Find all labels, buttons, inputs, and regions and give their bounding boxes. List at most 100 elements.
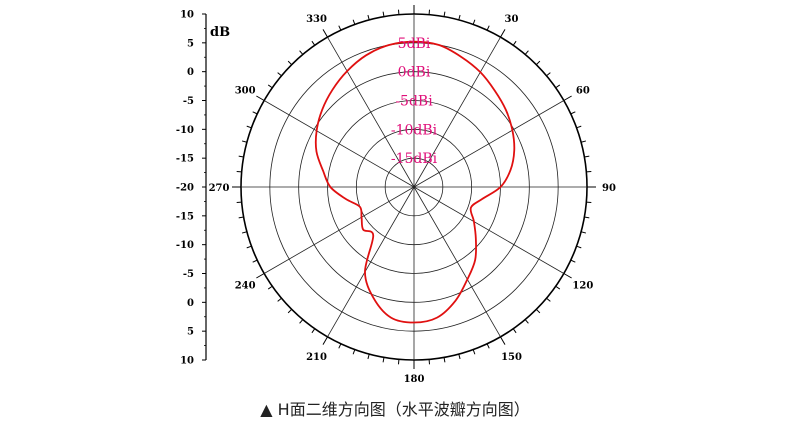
angle-label: 270 — [209, 183, 230, 194]
angle-tick — [458, 14, 461, 21]
radial-axis-label: -10 — [176, 240, 194, 251]
radial-axis-label: 0 — [187, 67, 194, 78]
radial-axis-label: -15 — [176, 154, 194, 165]
angle-tick — [322, 336, 328, 345]
angle-tick — [322, 29, 328, 38]
angle-label: 300 — [235, 86, 256, 97]
radial-axis-label: 5 — [187, 38, 194, 49]
angle-tick — [352, 349, 356, 355]
angle-tick — [486, 343, 490, 349]
angle-tick — [338, 343, 342, 349]
angle-tick — [443, 11, 446, 17]
grid-spoke — [263, 186, 415, 274]
grid-spoke — [413, 186, 501, 338]
angle-tick — [246, 125, 252, 129]
angle-tick — [299, 50, 304, 55]
angle-tick — [563, 273, 572, 279]
angle-tick — [287, 308, 293, 314]
angle-tick — [486, 25, 490, 31]
angle-tick — [524, 319, 529, 324]
angle-tick — [576, 245, 582, 249]
polar-grid — [232, 5, 596, 369]
angle-tick — [576, 125, 582, 129]
grid-spoke — [413, 36, 501, 188]
angle-tick — [570, 111, 576, 115]
angle-label: 180 — [404, 374, 425, 385]
angle-tick — [252, 259, 258, 263]
ring-label: -10dBi — [391, 122, 438, 138]
series-layer — [314, 40, 516, 324]
ring-label: -5dBi — [395, 94, 433, 110]
angle-tick — [546, 72, 551, 77]
angle-tick — [555, 285, 561, 290]
angle-tick — [512, 328, 517, 334]
angle-tick — [246, 245, 252, 249]
angle-tick — [367, 14, 370, 21]
angle-tick — [338, 25, 342, 31]
radial-axis-label: 5 — [187, 327, 194, 338]
angle-tick — [500, 336, 506, 345]
angle-label: 90 — [602, 183, 616, 194]
angle-tick — [382, 357, 385, 363]
angle-tick — [256, 273, 265, 279]
ring-label: -15dBi — [391, 151, 438, 167]
angle-tick — [472, 349, 476, 355]
angle-label: 150 — [501, 352, 522, 363]
angle-label: 240 — [235, 281, 256, 292]
angle-tick — [546, 297, 551, 302]
angle-label: 60 — [576, 86, 590, 97]
angle-tick — [535, 60, 541, 66]
angle-tick — [311, 328, 316, 334]
angle-tick — [299, 319, 304, 324]
angle-tick — [256, 95, 265, 101]
radial-axis-label: -15 — [176, 211, 194, 222]
angle-tick — [584, 216, 590, 219]
grid-spoke — [327, 186, 415, 338]
angle-tick — [241, 231, 248, 234]
angle-tick — [352, 19, 356, 25]
angle-tick — [277, 297, 282, 302]
angle-tick — [367, 353, 370, 360]
angle-tick — [555, 84, 561, 89]
angle-tick — [252, 111, 258, 115]
grid-spoke — [413, 186, 565, 274]
angle-label: 0 — [411, 0, 418, 1]
angle-tick — [580, 231, 587, 234]
angle-tick — [458, 353, 461, 360]
angle-tick — [500, 29, 506, 38]
ring-label: 0dBi — [398, 65, 431, 81]
angle-label: 120 — [572, 281, 593, 292]
angle-tick — [277, 72, 282, 77]
ring-label: 5dBi — [398, 36, 431, 52]
angle-tick — [241, 140, 248, 143]
angle-tick — [238, 216, 244, 219]
polar-chart: 10 5 0 -5 -10 -15 -20 -15 -10 -5 0 5 10 dB 0 30 60 90 120… — [176, 0, 616, 385]
unit-label: dB — [210, 25, 230, 40]
angle-tick — [472, 19, 476, 25]
angle-tick — [535, 308, 541, 314]
angle-tick — [287, 60, 293, 66]
angle-label: 330 — [306, 14, 327, 25]
radial-axis-label: 10 — [180, 10, 194, 21]
angle-tick — [570, 259, 576, 263]
angle-label: 210 — [306, 352, 327, 363]
angle-tick — [382, 11, 385, 17]
angle-label: 30 — [505, 14, 519, 25]
angle-tick — [563, 95, 572, 101]
angle-tick — [584, 155, 590, 158]
radial-axis-label: 0 — [187, 298, 194, 309]
angle-tick — [512, 40, 517, 46]
series-line — [314, 40, 516, 324]
angle-tick — [580, 140, 587, 143]
angle-tick — [311, 40, 316, 46]
angle-tick — [238, 155, 244, 158]
radial-axis-label: -20 — [176, 183, 194, 194]
radial-axis: 10 5 0 -5 -10 -15 -20 -15 -10 -5 0 5 10 dB — [176, 10, 230, 367]
figure-caption: ▲ H面二维方向图（水平波瓣方向图） — [260, 400, 530, 419]
grid-spoke — [263, 100, 415, 188]
grid-spoke — [413, 100, 565, 188]
angle-tick — [267, 285, 273, 290]
grid-spoke — [327, 36, 415, 188]
radial-axis-label: 10 — [180, 356, 194, 367]
label-layer: 0 30 60 90 120 150 180 210 240 270 300 330 5dBi 0dBi -… — [209, 0, 616, 385]
